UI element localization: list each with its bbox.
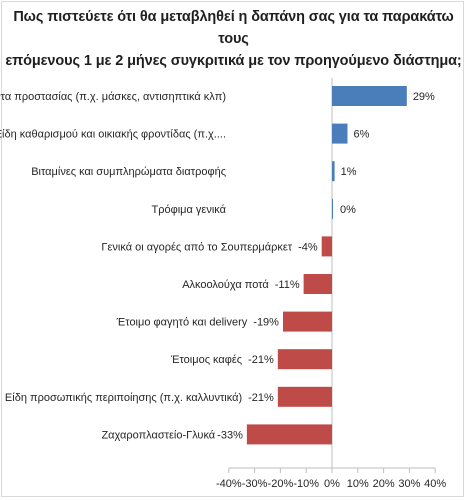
value-label: 0% [340, 204, 356, 216]
value-label: -4% [298, 241, 318, 253]
category-label: Τρόφιμα γενικά [152, 204, 227, 216]
x-tick-label: -30% [242, 478, 268, 490]
chart-title: Πως πιστεύετε ότι θα μεταβληθεί η δαπάνη… [0, 6, 467, 72]
bar [246, 424, 332, 445]
chart-title-line-1: Πως πιστεύετε ότι θα μεταβληθεί η δαπάνη… [13, 9, 454, 47]
bar [332, 123, 348, 144]
value-label: 29% [413, 91, 435, 103]
value-label: 6% [353, 129, 369, 141]
value-label: -11% [275, 279, 300, 291]
category-label: Βιταμίνες και συμπληρώματα διατροφής [31, 166, 226, 178]
x-tick-label: 40% [424, 478, 446, 490]
category-label: Ζαχαροπλαστείο-Γλυκά [101, 429, 215, 441]
bar [277, 386, 332, 407]
category-label: Αλκοολούχα ποτά [182, 279, 269, 291]
value-label: -33% [217, 429, 243, 441]
chart-title-line-2: επόμενους 1 με 2 μήνες συγκριτικά με τον… [5, 53, 462, 69]
value-label: -21% [248, 354, 274, 366]
x-tick-label: -10% [293, 478, 319, 490]
x-tick-label: -20% [268, 478, 294, 490]
x-tick-label: 0% [324, 478, 340, 490]
category-label: Έτοιμος καφές [170, 354, 242, 366]
value-label: 1% [341, 166, 357, 178]
x-tick-label: -40% [216, 478, 242, 490]
category-label: Έτοιμο φαγητό και delivery [116, 317, 248, 329]
category-label: Είδη καθαρισμού και οικιακής φροντίδας (… [0, 129, 226, 141]
bar [332, 86, 407, 106]
x-tick-label: 30% [398, 478, 420, 490]
x-tick-label: 10% [347, 478, 369, 490]
bar [282, 311, 332, 332]
value-label: -19% [253, 317, 279, 329]
bar [332, 198, 333, 219]
bar [277, 349, 332, 370]
bar [321, 236, 332, 257]
category-label: Είδη προσωπικής περιποίησης (π.χ. καλλυν… [5, 392, 242, 404]
x-tick-label: 20% [373, 478, 395, 490]
value-label: -21% [248, 392, 274, 404]
category-label: Γενικά οι αγορές από το Σουπερμάρκετ [101, 241, 292, 253]
category-label: Προϊόντα προστασίας (π.χ. μάσκες, αντιση… [0, 91, 226, 103]
bar [303, 274, 332, 294]
bar [332, 161, 335, 182]
